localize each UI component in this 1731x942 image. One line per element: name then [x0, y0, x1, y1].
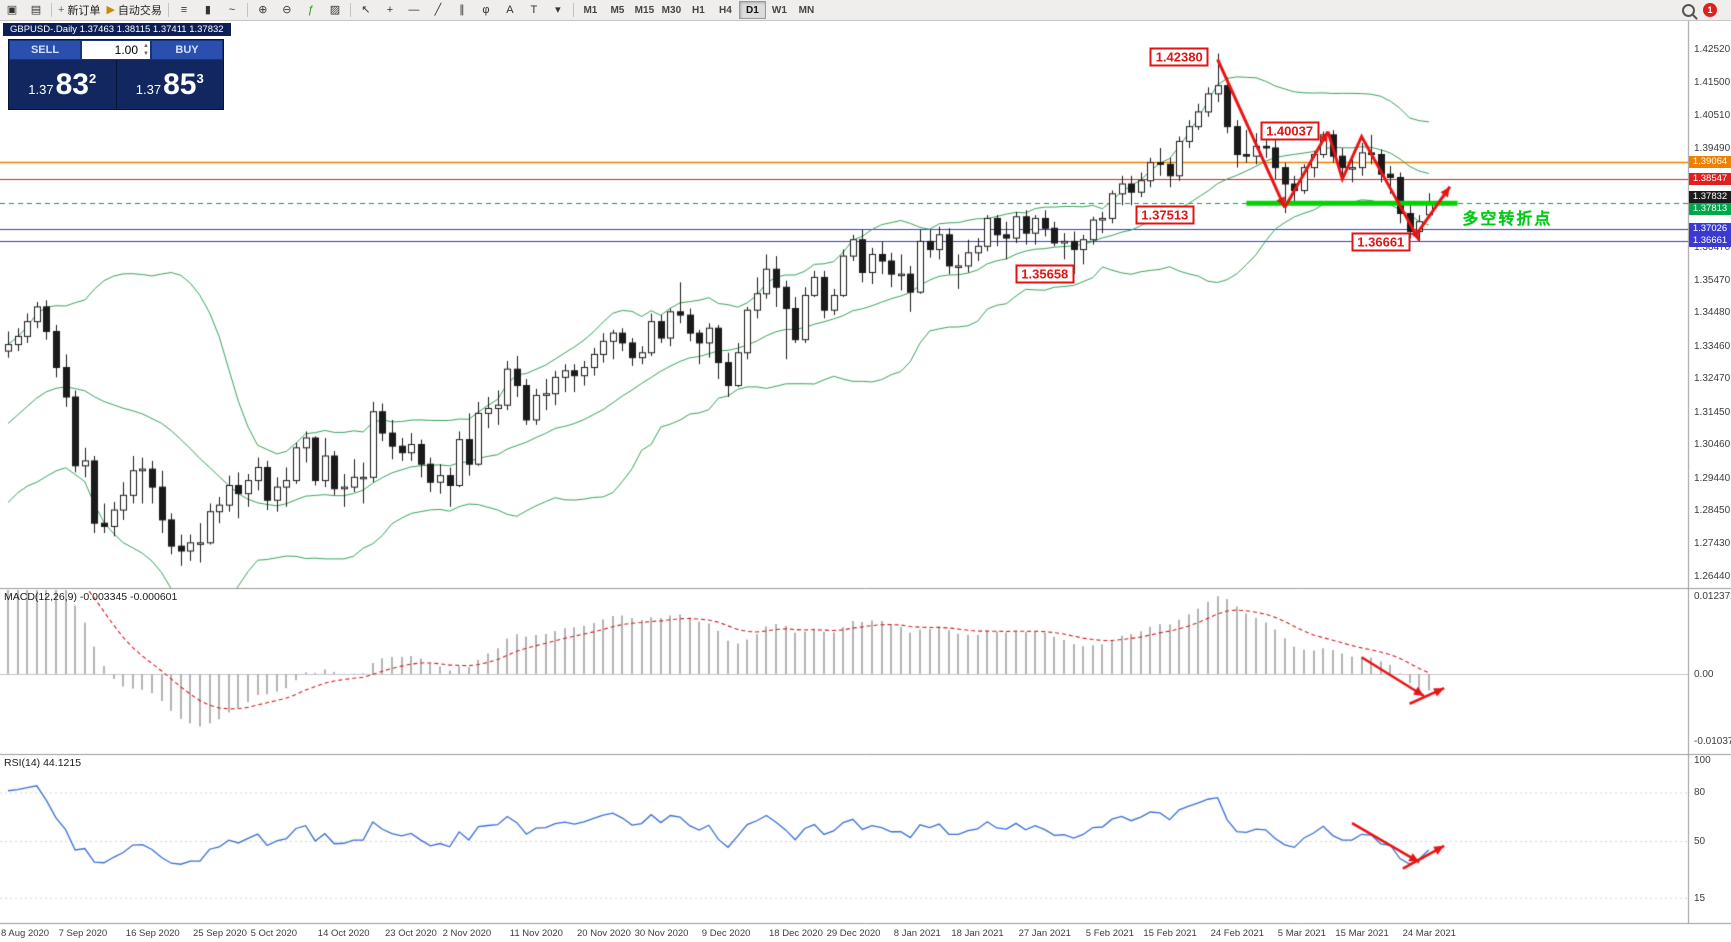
bar-chart-icon: ≡: [180, 3, 188, 16]
toolbar-separator: [51, 3, 52, 17]
rsi-label: RSI(14) 44.1215: [4, 757, 82, 769]
zoom-in-icon: ⊕: [258, 3, 268, 16]
templates-button[interactable]: ▨: [323, 1, 347, 19]
crosshair-icon: +: [386, 3, 394, 16]
hline-icon: —: [408, 3, 420, 16]
search-icon[interactable]: [1682, 3, 1695, 17]
buy-price-big: 85: [163, 67, 197, 101]
timeframe-m5[interactable]: M5: [610, 4, 625, 16]
new-order-button[interactable]: + 新订单: [55, 1, 103, 19]
timeframe-mn[interactable]: MN: [798, 4, 815, 16]
new-order-button-label: 新订单: [67, 5, 101, 17]
hline-button[interactable]: —: [402, 1, 426, 19]
buy-price-pip: 3: [196, 71, 204, 86]
timeframe-m30[interactable]: M30: [661, 4, 682, 16]
bar-chart-button[interactable]: ≡: [172, 1, 196, 19]
zoom-out-button[interactable]: ⊖: [275, 1, 299, 19]
annotation-price-box[interactable]: 1.40037: [1260, 121, 1320, 141]
arrows-button[interactable]: ▾: [546, 1, 570, 19]
buy-header[interactable]: BUY: [151, 40, 223, 60]
trendline-icon: ╱: [434, 3, 442, 16]
new-chart-icon: ▣: [6, 3, 18, 16]
sell-price-pip: 2: [88, 71, 97, 86]
one-click-trading-panel: SELL 1.00 ▲ ▼ BUY 1.37 83 2 1.37 85 3: [8, 39, 224, 110]
fibonacci-button[interactable]: φ: [474, 1, 498, 19]
label-button[interactable]: T: [522, 1, 546, 19]
buy-button[interactable]: 1.37 85 3: [117, 60, 224, 109]
line-chart-button[interactable]: ~: [220, 1, 244, 19]
crosshair-button[interactable]: +: [378, 1, 402, 19]
buy-price-prefix: 1.37: [135, 82, 162, 97]
timeframe-m15[interactable]: M15: [634, 4, 655, 16]
line-chart-icon: ~: [228, 3, 236, 16]
indicators-icon: ƒ: [307, 3, 314, 16]
timeframe-w1[interactable]: W1: [771, 4, 787, 16]
annotation-price-box[interactable]: 1.37513: [1135, 205, 1195, 225]
toolbar-separator: [572, 3, 574, 17]
sell-price-big: 83: [55, 67, 89, 101]
timeframe-h4[interactable]: H4: [719, 4, 732, 16]
toolbar-separator: [246, 3, 248, 17]
indicators-button[interactable]: ƒ: [299, 1, 323, 19]
fibonacci-icon: φ: [482, 3, 490, 16]
annotation-price-box[interactable]: 1.35658: [1015, 264, 1075, 284]
chart-profiles-icon: ▤: [30, 3, 42, 16]
text-icon: A: [506, 3, 514, 16]
volume-value: 1.00: [114, 43, 138, 57]
autotrading-button[interactable]: ▶ 自动交易: [103, 1, 164, 19]
chart-profiles-button[interactable]: ▤: [24, 1, 48, 19]
annotation-price-box[interactable]: 1.36661: [1351, 232, 1411, 252]
zoom-out-icon: ⊖: [282, 3, 292, 16]
annotation-price-box[interactable]: 1.42380: [1149, 47, 1209, 67]
timeframe-h1[interactable]: H1: [692, 4, 705, 16]
timeframe-bar: M1 M5 M15 M30 H1 H4 D1 W1 MN: [577, 0, 820, 20]
cursor-button[interactable]: ↖: [354, 1, 378, 19]
toolbar-separator: [349, 3, 351, 17]
candlestick-chart-button[interactable]: ▮: [196, 1, 220, 19]
new-order-icon: +: [58, 3, 65, 16]
channel-button[interactable]: ∥: [450, 1, 474, 19]
timeframe-m1[interactable]: M1: [583, 4, 598, 16]
templates-icon: ▨: [329, 3, 341, 16]
chart-title: GBPUSD-.Daily 1.37463 1.38115 1.37411 1.…: [3, 23, 231, 36]
macd-label: MACD(12,26,9) -0.003345 -0.000601: [4, 591, 178, 603]
autotrading-button-label: 自动交易: [117, 5, 162, 17]
channel-icon: ∥: [459, 3, 465, 16]
sell-header[interactable]: SELL: [9, 40, 81, 60]
label-icon: T: [530, 3, 538, 16]
autotrading-icon: ▶: [106, 3, 115, 16]
spin-up-icon[interactable]: ▲: [143, 43, 149, 49]
text-button[interactable]: A: [498, 1, 522, 19]
spin-down-icon[interactable]: ▼: [143, 51, 149, 57]
sell-price-prefix: 1.37: [28, 82, 54, 97]
volume-spinner[interactable]: ▲ ▼: [143, 42, 149, 58]
timeframe-d1[interactable]: D1: [738, 1, 766, 19]
candlestick-chart-icon: ▮: [204, 3, 211, 16]
new-chart-button[interactable]: ▣: [0, 1, 24, 19]
arrows-icon: ▾: [555, 3, 561, 16]
volume-input[interactable]: 1.00 ▲ ▼: [81, 40, 151, 60]
notification-badge[interactable]: 1: [1703, 3, 1717, 17]
toolbar: ▣ ▤ + 新订单 ▶ 自动交易 ≡ ▮ ~ ⊕ ⊖ ƒ ▨ ↖ + — ╱ ∥ φ A T ▾ M1 M5 M15 M30 H1…: [0, 0, 1731, 21]
toolbar-separator: [167, 3, 169, 17]
zoom-in-button[interactable]: ⊕: [251, 1, 275, 19]
annotation-turn-point-text[interactable]: 多空转折点: [1462, 210, 1553, 228]
trade-panel-divider: [115, 60, 117, 109]
trendline-button[interactable]: ╱: [426, 1, 450, 19]
sell-button[interactable]: 1.37 83 2: [9, 60, 116, 109]
cursor-icon: ↖: [361, 3, 371, 16]
